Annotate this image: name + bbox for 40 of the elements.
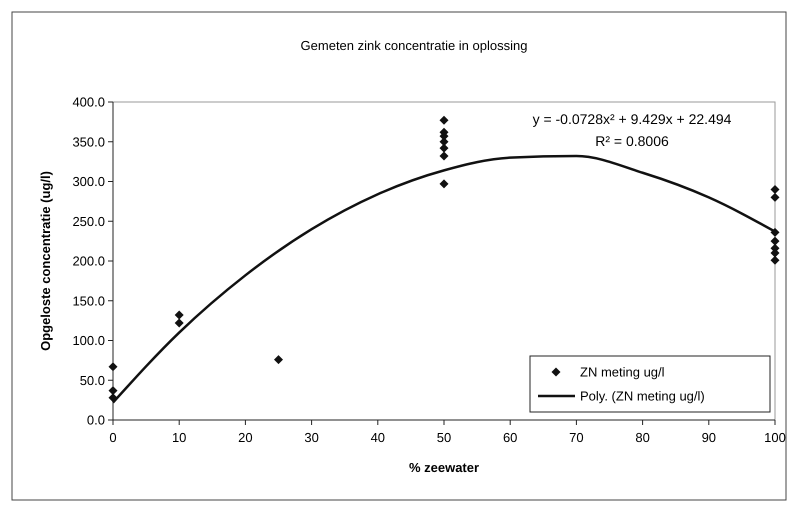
annotation: R² = 0.8006 <box>595 133 669 149</box>
point <box>440 144 448 153</box>
x-tick-label: 20 <box>238 430 253 445</box>
point <box>770 192 780 202</box>
y-tick-label: 300.0 <box>72 174 105 189</box>
y-tick-label: 350.0 <box>72 134 105 150</box>
legend-label: ZN meting ug/l <box>580 364 665 380</box>
point <box>770 236 780 246</box>
point <box>174 310 184 320</box>
y-axis-title: Opgeloste concentratie (ug/l) <box>38 171 53 351</box>
y-tick-label: 150.0 <box>72 293 105 308</box>
y-tick-label: 200.0 <box>72 254 105 268</box>
point <box>440 116 448 125</box>
y-tick-label: 50.0 <box>80 372 105 388</box>
chart-title: Gemeten zink concentratie in oplossing <box>300 38 528 53</box>
y-tick-label: 0.0 <box>86 412 105 428</box>
x-tick-label: 60 <box>502 430 518 445</box>
x-tick-label: 0 <box>109 430 117 445</box>
x-tick-label: 40 <box>370 430 386 445</box>
point <box>108 386 118 396</box>
point <box>770 256 780 265</box>
point <box>274 355 283 364</box>
x-tick-label: 100 <box>764 430 786 445</box>
point <box>770 184 780 194</box>
x-tick-label: 30 <box>304 430 319 445</box>
x-tick-label: 90 <box>702 430 716 445</box>
y-tick-label: 400.0 <box>72 94 105 110</box>
x-tick-label: 10 <box>172 430 186 445</box>
point <box>440 152 448 161</box>
y-tick-label: 100.0 <box>72 333 105 348</box>
point <box>174 318 184 328</box>
y-tick-label: 250.0 <box>72 214 105 229</box>
x-tick-label: 70 <box>569 430 584 445</box>
annotation: y = -0.0728x² + 9.429x + 22.494 <box>532 111 732 127</box>
legend-label: Poly. (ZN meting ug/l) <box>580 388 705 404</box>
x-axis-title: % zeewater <box>408 460 480 475</box>
point <box>440 179 448 188</box>
point <box>108 362 118 372</box>
x-tick-label: 80 <box>635 430 650 445</box>
x-tick-label: 50 <box>436 430 452 445</box>
